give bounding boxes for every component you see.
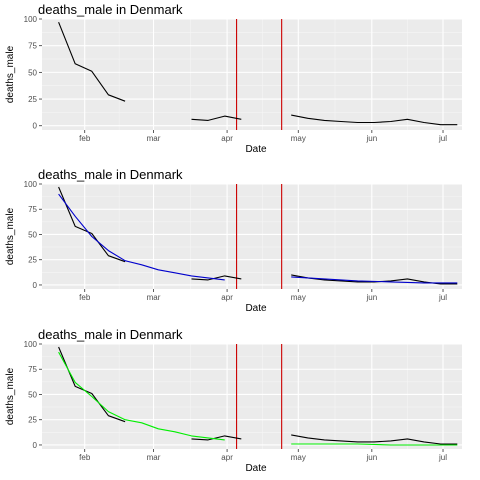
x-tick-label: feb	[79, 134, 91, 143]
chart-title: deaths_male in Denmark	[38, 327, 183, 342]
y-tick-label: 100	[24, 180, 38, 189]
fit-series-line	[291, 276, 458, 284]
observed-series-line	[291, 434, 458, 445]
y-tick-label: 75	[28, 365, 37, 374]
y-tick-label: 100	[24, 15, 38, 24]
x-tick-label: jul	[438, 134, 447, 143]
x-tick-label: jun	[365, 293, 377, 302]
y-tick-label: 25	[28, 256, 37, 265]
observed-series-line	[291, 114, 458, 126]
observed-series-line	[58, 21, 126, 102]
x-tick-label: apr	[221, 134, 233, 143]
observed-series-line	[191, 275, 242, 281]
x-tick-label: jun	[365, 134, 377, 143]
x-tick-label: may	[291, 293, 306, 302]
x-tick-label: mar	[147, 293, 161, 302]
x-axis-label: Date	[245, 463, 267, 474]
y-tick-label: 50	[28, 390, 37, 399]
x-tick-label: may	[291, 134, 306, 143]
y-tick-label: 25	[28, 95, 37, 104]
y-tick-label: 25	[28, 416, 37, 425]
chart-panel-1: 0 25 50 75 100 feb mar apr may jun jul deaths_male …	[5, 2, 462, 155]
x-tick-label: feb	[79, 453, 91, 462]
y-tick-label: 50	[28, 230, 37, 239]
plot-background	[42, 184, 462, 289]
y-tick-label: 100	[24, 340, 38, 349]
y-tick-label: 0	[33, 441, 38, 450]
x-axis-label: Date	[245, 303, 267, 314]
observed-series-line	[191, 115, 242, 121]
x-tick-label: jun	[365, 453, 377, 462]
plot-background	[42, 19, 462, 130]
x-tick-label: apr	[221, 293, 233, 302]
x-axis-label: Date	[245, 144, 267, 155]
fit-series-line	[291, 443, 458, 446]
x-tick-label: jul	[438, 453, 447, 462]
y-axis-label: deaths_male	[5, 207, 16, 265]
x-tick-label: feb	[79, 293, 91, 302]
x-tick-label: jul	[438, 293, 447, 302]
observed-series-line	[191, 435, 242, 441]
chart-title: deaths_male in Denmark	[38, 167, 183, 182]
x-tick-label: mar	[147, 134, 161, 143]
y-tick-label: 50	[28, 68, 37, 77]
y-tick-label: 0	[33, 281, 38, 290]
observed-series-line	[58, 186, 126, 263]
x-tick-label: apr	[221, 453, 233, 462]
chart-title: deaths_male in Denmark	[38, 2, 183, 17]
chart-panel-3: 0 25 50 75 100 feb mar apr may jun jul deaths_male …	[5, 327, 462, 474]
x-tick-label: may	[291, 453, 306, 462]
x-tick-label: mar	[147, 453, 161, 462]
y-tick-label: 75	[28, 205, 37, 214]
y-tick-label: 75	[28, 42, 37, 51]
fit-series-line	[58, 351, 225, 441]
y-axis-label: deaths_male	[5, 367, 16, 425]
y-axis-label: deaths_male	[5, 45, 16, 103]
chart-panel-2: 0 25 50 75 100 feb mar apr may jun jul deaths_male …	[5, 167, 462, 314]
fit-series-line	[58, 193, 225, 281]
plot-background	[42, 344, 462, 449]
y-tick-label: 0	[33, 122, 38, 131]
